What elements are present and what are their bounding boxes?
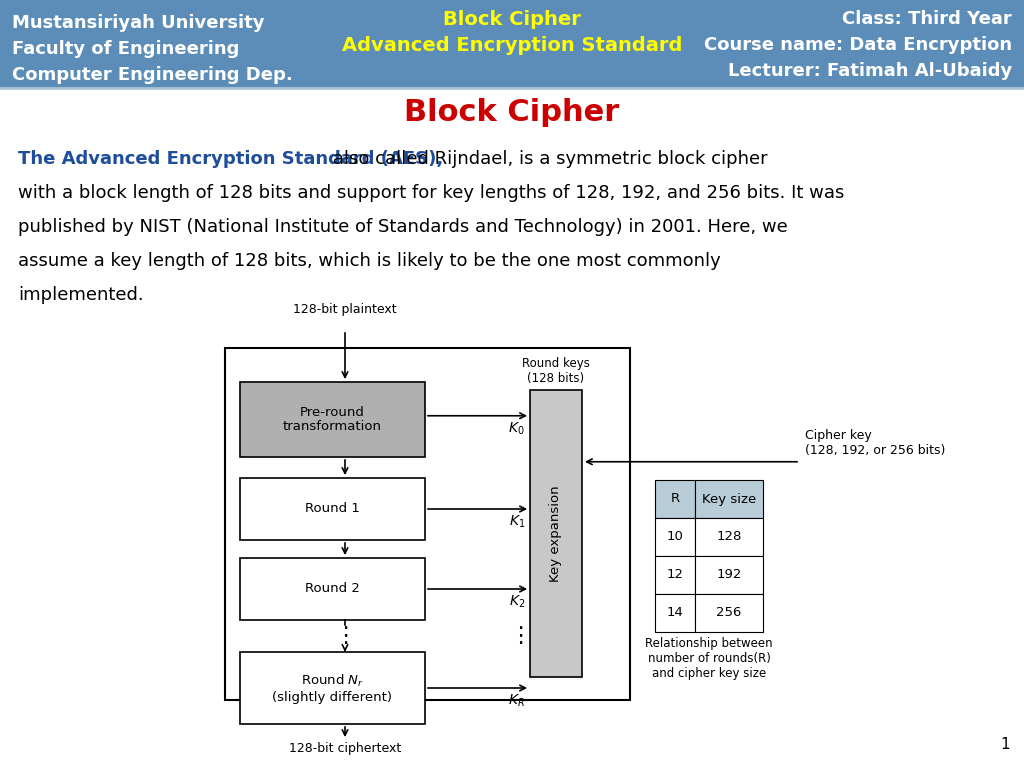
- Text: 128-bit ciphertext: 128-bit ciphertext: [289, 742, 401, 755]
- Text: Course name: Data Encryption: Course name: Data Encryption: [703, 36, 1012, 54]
- Text: 12: 12: [667, 568, 683, 581]
- Text: Relationship between
number of rounds(R)
and cipher key size: Relationship between number of rounds(R)…: [645, 637, 773, 680]
- Text: Key size: Key size: [701, 492, 756, 505]
- Text: Round keys
(128 bits): Round keys (128 bits): [522, 357, 590, 385]
- Text: 128-bit plaintext: 128-bit plaintext: [293, 303, 397, 316]
- Bar: [240, 652, 425, 724]
- Bar: [655, 518, 695, 556]
- Text: R: R: [671, 492, 680, 505]
- Bar: [655, 594, 695, 632]
- Text: with a block length of 128 bits and support for key lengths of 128, 192, and 256: with a block length of 128 bits and supp…: [18, 184, 845, 202]
- Bar: [695, 594, 763, 632]
- Text: 14: 14: [667, 607, 683, 620]
- Bar: [0, 0, 1024, 88]
- Text: The Advanced Encryption Standard (AES),: The Advanced Encryption Standard (AES),: [18, 150, 443, 168]
- Text: Advanced Encryption Standard: Advanced Encryption Standard: [342, 36, 682, 55]
- Text: $K_R$: $K_R$: [508, 693, 525, 710]
- Bar: [695, 518, 763, 556]
- Text: assume a key length of 128 bits, which is likely to be the one most commonly: assume a key length of 128 bits, which i…: [18, 252, 721, 270]
- Text: Faculty of Engineering: Faculty of Engineering: [12, 40, 240, 58]
- Text: ⋮: ⋮: [509, 626, 531, 646]
- Text: 192: 192: [717, 568, 741, 581]
- Text: 1: 1: [1000, 737, 1010, 752]
- Text: published by NIST (National Institute of Standards and Technology) in 2001. Here: published by NIST (National Institute of…: [18, 218, 787, 236]
- Text: implemented.: implemented.: [18, 286, 143, 304]
- Bar: [530, 390, 582, 677]
- Text: $K_1$: $K_1$: [509, 514, 525, 531]
- Text: Cipher key
(128, 192, or 256 bits): Cipher key (128, 192, or 256 bits): [805, 429, 945, 457]
- Bar: [240, 558, 425, 620]
- Text: Round 2: Round 2: [305, 582, 360, 595]
- Text: Mustansiriyah University: Mustansiriyah University: [12, 14, 264, 32]
- Text: Lecturer: Fatimah Al-Ubaidy: Lecturer: Fatimah Al-Ubaidy: [728, 62, 1012, 80]
- Text: Round $N_r$
(slightly different): Round $N_r$ (slightly different): [272, 673, 392, 703]
- Bar: [240, 478, 425, 540]
- Text: Block Cipher: Block Cipher: [443, 10, 581, 29]
- Bar: [655, 556, 695, 594]
- Text: 256: 256: [717, 607, 741, 620]
- Text: 10: 10: [667, 531, 683, 544]
- Text: $K_2$: $K_2$: [509, 594, 525, 611]
- Bar: [695, 556, 763, 594]
- Text: Round 1: Round 1: [305, 502, 360, 515]
- Text: Computer Engineering Dep.: Computer Engineering Dep.: [12, 66, 293, 84]
- Bar: [695, 480, 763, 518]
- Text: Pre-round
transformation: Pre-round transformation: [283, 406, 382, 433]
- Text: Key expansion: Key expansion: [550, 485, 562, 582]
- Text: 128: 128: [717, 531, 741, 544]
- Text: Block Cipher: Block Cipher: [404, 98, 620, 127]
- Text: also called Rijndael, is a symmetric block cipher: also called Rijndael, is a symmetric blo…: [328, 150, 768, 168]
- Text: ⋮: ⋮: [334, 626, 356, 646]
- Bar: [655, 480, 695, 518]
- Bar: [240, 382, 425, 457]
- Text: Class: Third Year: Class: Third Year: [843, 10, 1012, 28]
- Bar: [225, 348, 630, 700]
- Text: $K_0$: $K_0$: [508, 421, 525, 437]
